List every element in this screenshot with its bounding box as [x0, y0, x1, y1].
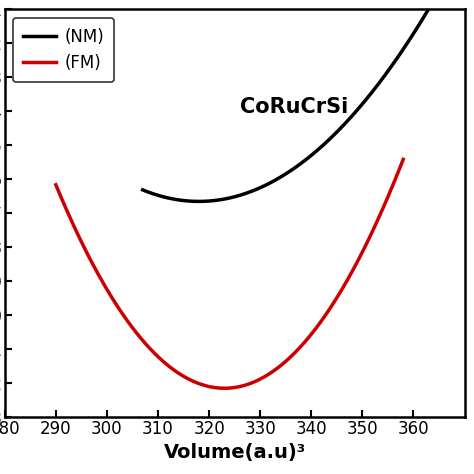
(NM): [140, 187, 146, 193]
Legend: (NM), (FM): (NM), (FM): [13, 18, 115, 82]
(NM): [239, 192, 245, 198]
(FM): [191, 379, 196, 384]
(NM): [260, 184, 265, 190]
Line: (FM): (FM): [56, 159, 403, 388]
Line: (NM): (NM): [143, 0, 444, 201]
(FM): [306, 334, 312, 340]
(NM): [358, 103, 364, 109]
(NM): [360, 101, 365, 107]
Text: CoRuCrSi: CoRuCrSi: [240, 97, 348, 117]
(NM): [176, 197, 182, 203]
(FM): [273, 367, 278, 373]
(NM): [330, 133, 336, 139]
(FM): [95, 270, 100, 276]
(FM): [166, 364, 172, 369]
(FM): [305, 336, 310, 342]
(FM): [401, 156, 406, 162]
(FM): [222, 385, 228, 391]
X-axis label: Volume(a.u)³: Volume(a.u)³: [164, 444, 306, 463]
(NM): [196, 199, 201, 204]
(FM): [53, 182, 59, 188]
